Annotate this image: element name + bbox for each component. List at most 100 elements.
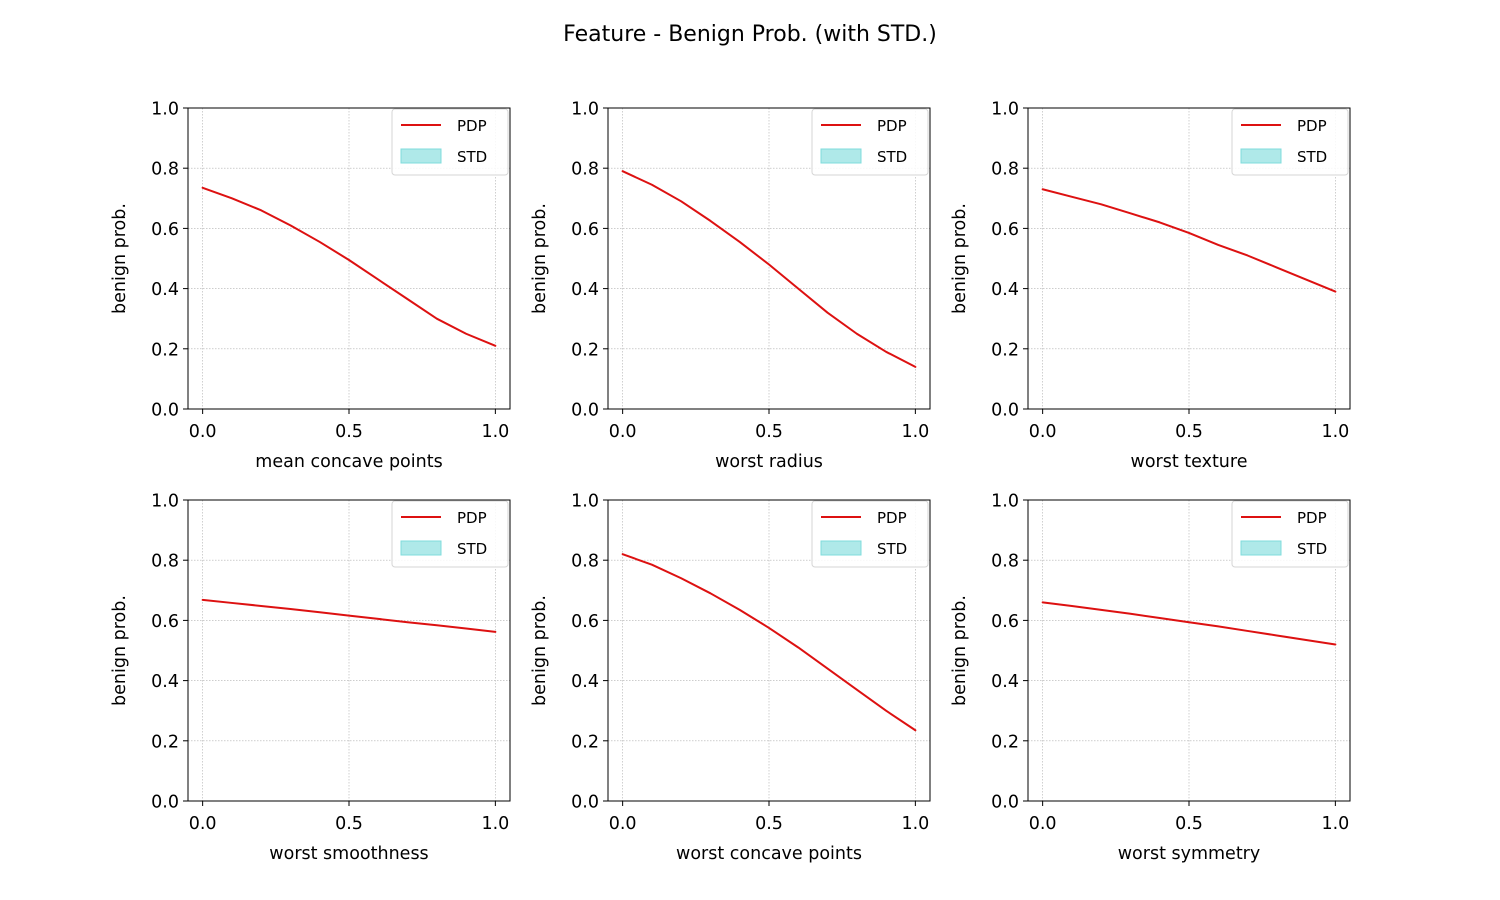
pdp-line bbox=[621, 553, 917, 732]
legend-std-label: STD bbox=[1297, 148, 1327, 166]
pdp-line bbox=[1041, 188, 1337, 293]
y-tick-label: 0.2 bbox=[991, 732, 1019, 752]
x-tick-label: 0.0 bbox=[1029, 814, 1057, 834]
x-tick-label: 1.0 bbox=[1321, 422, 1349, 442]
y-axis-label: benign prob. bbox=[950, 595, 970, 706]
legend-std-swatch bbox=[820, 540, 862, 556]
y-tick-label: 0.2 bbox=[151, 732, 179, 752]
y-tick-label: 0.8 bbox=[151, 160, 179, 180]
legend: PDP STD bbox=[811, 108, 929, 176]
y-tick-label: 0.2 bbox=[151, 340, 179, 360]
x-axis-label: worst radius bbox=[715, 452, 823, 472]
x-tick-label: 1.0 bbox=[901, 814, 929, 834]
legend-pdp-label: PDP bbox=[1297, 509, 1327, 527]
y-tick-label: 0.0 bbox=[571, 401, 599, 421]
y-tick-label: 0.8 bbox=[991, 160, 1019, 180]
subplot-1: 0.0 0.5 1.0 0.0 0.2 0.4 0.6 0.8 1.0 mean concave … bbox=[110, 100, 511, 472]
y-tick-label: 0.6 bbox=[991, 612, 1019, 632]
y-tick-label: 0.4 bbox=[571, 672, 599, 692]
subplot-6: 0.0 0.5 1.0 0.0 0.2 0.4 0.6 0.8 1.0 worst symmetr… bbox=[950, 492, 1351, 864]
y-tick-label: 0.4 bbox=[151, 672, 179, 692]
legend-pdp-label: PDP bbox=[877, 117, 907, 135]
x-tick-label: 0.5 bbox=[335, 814, 363, 834]
x-tick-label: 0.5 bbox=[755, 422, 783, 442]
legend-pdp-label: PDP bbox=[457, 509, 487, 527]
legend-box bbox=[391, 108, 509, 176]
legend-box bbox=[811, 500, 929, 568]
x-tick-label: 0.0 bbox=[189, 422, 217, 442]
y-tick-label: 1.0 bbox=[991, 492, 1019, 512]
legend: PDP STD bbox=[391, 108, 509, 176]
y-tick-label: 0.2 bbox=[991, 340, 1019, 360]
y-tick-label: 0.4 bbox=[991, 672, 1019, 692]
y-axis-label: benign prob. bbox=[530, 595, 550, 706]
x-tick-label: 0.5 bbox=[1175, 422, 1203, 442]
y-tick-label: 1.0 bbox=[151, 100, 179, 120]
subplot-4: 0.0 0.5 1.0 0.0 0.2 0.4 0.6 0.8 1.0 worst smoothn… bbox=[110, 492, 511, 864]
legend-std-swatch bbox=[820, 148, 862, 164]
subplot-3: 0.0 0.5 1.0 0.0 0.2 0.4 0.6 0.8 1.0 worst texture… bbox=[950, 100, 1351, 472]
pdp-line bbox=[621, 170, 917, 368]
y-tick-label: 1.0 bbox=[991, 100, 1019, 120]
y-tick-label: 0.6 bbox=[151, 220, 179, 240]
y-tick-label: 0.8 bbox=[571, 160, 599, 180]
y-axis-label: benign prob. bbox=[110, 595, 130, 706]
y-tick-label: 0.4 bbox=[991, 280, 1019, 300]
y-tick-label: 0.0 bbox=[991, 401, 1019, 421]
pdp-line bbox=[1041, 601, 1337, 646]
y-axis-label: benign prob. bbox=[950, 203, 970, 314]
x-tick-label: 1.0 bbox=[901, 422, 929, 442]
x-axis-label: mean concave points bbox=[255, 452, 442, 472]
y-tick-label: 0.6 bbox=[571, 612, 599, 632]
legend-std-swatch bbox=[400, 540, 442, 556]
x-tick-label: 0.0 bbox=[609, 422, 637, 442]
legend: PDP STD bbox=[811, 500, 929, 568]
legend-std-label: STD bbox=[1297, 540, 1327, 558]
legend-std-label: STD bbox=[457, 148, 487, 166]
legend-box bbox=[1231, 108, 1349, 176]
y-tick-label: 1.0 bbox=[571, 492, 599, 512]
legend-pdp-label: PDP bbox=[457, 117, 487, 135]
x-tick-label: 1.0 bbox=[1321, 814, 1349, 834]
y-tick-label: 1.0 bbox=[571, 100, 599, 120]
subplot-5: 0.0 0.5 1.0 0.0 0.2 0.4 0.6 0.8 1.0 worst concave… bbox=[530, 492, 931, 864]
y-tick-label: 0.8 bbox=[571, 552, 599, 572]
pdp-line bbox=[201, 186, 497, 347]
subplot-grid: 0.0 0.5 1.0 0.0 0.2 0.4 0.6 0.8 1.0 mean concave … bbox=[110, 100, 1351, 864]
x-tick-label: 0.5 bbox=[1175, 814, 1203, 834]
legend-std-label: STD bbox=[457, 540, 487, 558]
x-tick-label: 1.0 bbox=[481, 422, 509, 442]
x-tick-label: 0.0 bbox=[1029, 422, 1057, 442]
y-tick-label: 1.0 bbox=[151, 492, 179, 512]
x-axis-label: worst symmetry bbox=[1118, 844, 1261, 864]
legend: PDP STD bbox=[1231, 108, 1349, 176]
y-tick-label: 0.2 bbox=[571, 340, 599, 360]
y-tick-label: 0.4 bbox=[571, 280, 599, 300]
legend-box bbox=[811, 108, 929, 176]
x-tick-label: 0.5 bbox=[755, 814, 783, 834]
x-axis-label: worst concave points bbox=[676, 844, 862, 864]
legend-box bbox=[391, 500, 509, 568]
legend-std-label: STD bbox=[877, 540, 907, 558]
y-tick-label: 0.2 bbox=[571, 732, 599, 752]
figure-title: Feature - Benign Prob. (with STD.) bbox=[563, 22, 937, 47]
legend-std-swatch bbox=[1240, 148, 1282, 164]
y-tick-label: 0.0 bbox=[151, 793, 179, 813]
legend-pdp-label: PDP bbox=[1297, 117, 1327, 135]
y-tick-label: 0.0 bbox=[991, 793, 1019, 813]
y-axis-label: benign prob. bbox=[110, 203, 130, 314]
legend-box bbox=[1231, 500, 1349, 568]
legend-std-swatch bbox=[400, 148, 442, 164]
y-tick-label: 0.4 bbox=[151, 280, 179, 300]
x-tick-label: 0.0 bbox=[609, 814, 637, 834]
x-tick-label: 1.0 bbox=[481, 814, 509, 834]
y-tick-label: 0.8 bbox=[151, 552, 179, 572]
x-tick-label: 0.5 bbox=[335, 422, 363, 442]
y-tick-label: 0.6 bbox=[991, 220, 1019, 240]
legend-pdp-label: PDP bbox=[877, 509, 907, 527]
legend: PDP STD bbox=[1231, 500, 1349, 568]
x-axis-label: worst texture bbox=[1131, 452, 1248, 472]
x-axis-label: worst smoothness bbox=[269, 844, 428, 864]
legend-std-label: STD bbox=[877, 148, 907, 166]
